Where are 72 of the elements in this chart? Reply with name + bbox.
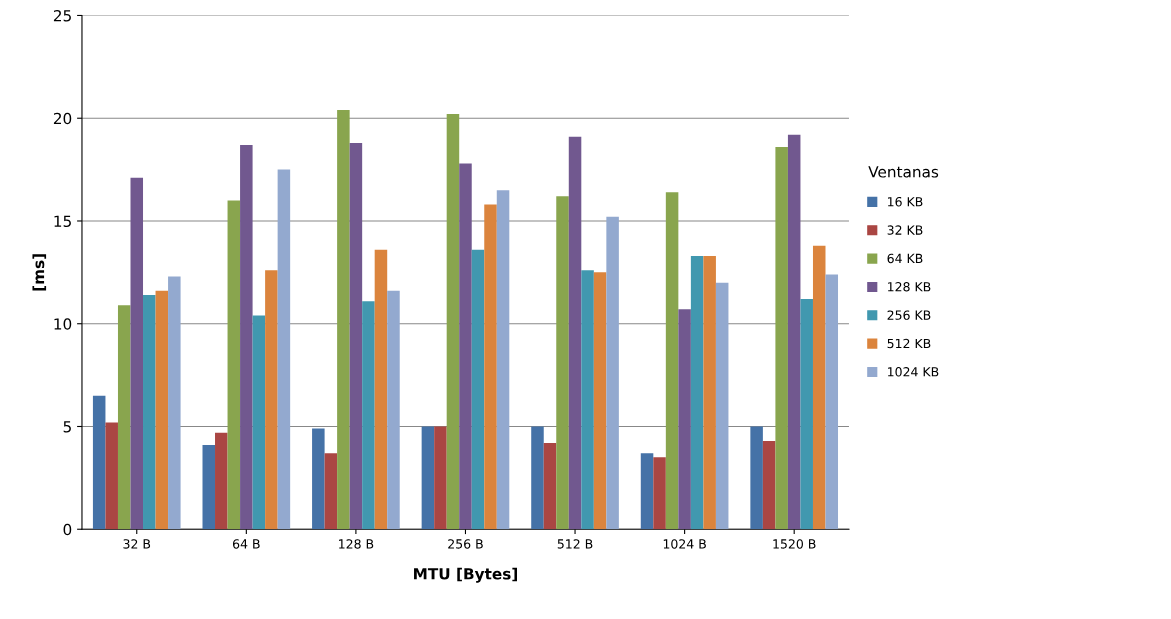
bar: [825, 274, 839, 530]
legend-label: 1024 KB: [888, 367, 939, 377]
bar: [678, 309, 691, 530]
y-tick-label: 5: [63, 421, 71, 433]
bar: [374, 249, 388, 530]
bar: [387, 290, 400, 530]
bar: [640, 453, 654, 530]
y-tick-label: 10: [54, 318, 72, 330]
bar: [556, 196, 569, 530]
bar: [665, 192, 679, 530]
y-tick-label: 20: [53, 112, 72, 125]
bar: [496, 190, 510, 530]
bar: [653, 457, 666, 530]
x-tick-label: 1520 B: [773, 539, 816, 549]
bar: [324, 453, 338, 530]
bar: [312, 428, 325, 530]
bar: [117, 305, 131, 530]
bar: [787, 134, 801, 530]
bar: [92, 395, 106, 530]
y-tick-label: 15: [54, 215, 71, 227]
bar: [143, 294, 156, 530]
x-tick-label: 32 B: [123, 539, 151, 549]
bar: [337, 110, 350, 530]
y-axis-title: [ms]: [32, 254, 47, 291]
bar: [800, 299, 813, 530]
bar: [812, 245, 826, 530]
bar: [349, 142, 363, 530]
bar: [775, 147, 788, 530]
bar: [155, 290, 169, 530]
bar: [581, 270, 594, 530]
bar: [215, 432, 228, 530]
bar: [265, 270, 278, 530]
bar: [168, 276, 181, 530]
bar: [690, 255, 704, 530]
bar: [277, 169, 291, 530]
bar: [105, 422, 118, 530]
bar: [252, 315, 266, 530]
x-tick-label: 1024 B: [663, 539, 706, 549]
bar: [421, 426, 435, 530]
bar: [531, 426, 544, 530]
bar: [484, 204, 497, 530]
bar: [703, 255, 716, 530]
bar: [543, 442, 557, 530]
legend-label: 128 KB: [888, 282, 931, 292]
bar: [715, 282, 729, 530]
bar: [593, 272, 607, 530]
bar: [471, 249, 485, 530]
x-tick-label: 64 B: [232, 539, 260, 549]
legend-label: 64 KB: [887, 253, 923, 264]
bar: [568, 136, 582, 530]
legend-label: 512 KB: [887, 338, 931, 349]
x-tick-label: 128 B: [339, 539, 374, 549]
y-tick-label: 25: [53, 9, 71, 22]
x-tick-label: 512 B: [557, 539, 593, 549]
x-axis-title: MTU [Bytes]: [414, 567, 517, 583]
y-tick-label: 0: [63, 523, 72, 536]
bar: [434, 426, 447, 530]
bar: [202, 444, 216, 530]
x-tick-label: 256 B: [448, 539, 483, 549]
bar: [240, 144, 253, 530]
bar: [750, 426, 763, 530]
bar: [606, 216, 619, 530]
bar: [362, 301, 375, 530]
legend-label: 32 KB: [887, 225, 923, 235]
bar: [446, 114, 460, 530]
legend-label: 256 KB: [887, 310, 931, 320]
bar: [762, 440, 776, 530]
bar: [459, 163, 472, 530]
legend-label: 16 KB: [888, 197, 923, 207]
bar: [227, 200, 241, 530]
bar: [130, 177, 144, 530]
legend-title: Ventanas: [868, 166, 939, 178]
